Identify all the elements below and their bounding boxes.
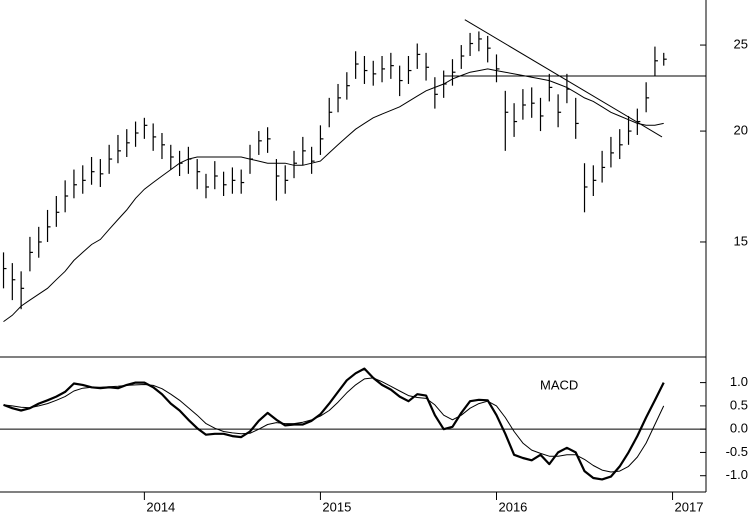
x-tick-label: 2014 (146, 499, 175, 514)
y-tick-label: 1.0 (730, 374, 748, 389)
y-tick-label: 0.0 (730, 421, 748, 436)
moving-average (3, 68, 664, 323)
annotation: MACD (540, 377, 578, 392)
x-axis-labels: 20132014201520162017 (146, 499, 704, 514)
y-tick-label: -1.0 (726, 467, 748, 482)
macd-line (3, 367, 665, 481)
y-tick-label: 0.5 (730, 397, 748, 412)
y-tick-label: 25 (734, 36, 748, 51)
trendline (464, 19, 663, 138)
y-tick-label: 15 (734, 233, 748, 248)
y-tick-label: -0.5 (726, 444, 748, 459)
x-tick-label: 2016 (498, 499, 527, 514)
x-tick-label: 2017 (675, 499, 704, 514)
y-tick-label: 20 (734, 123, 748, 138)
signal-line (3, 377, 665, 473)
x-tick-label: 2015 (322, 499, 351, 514)
